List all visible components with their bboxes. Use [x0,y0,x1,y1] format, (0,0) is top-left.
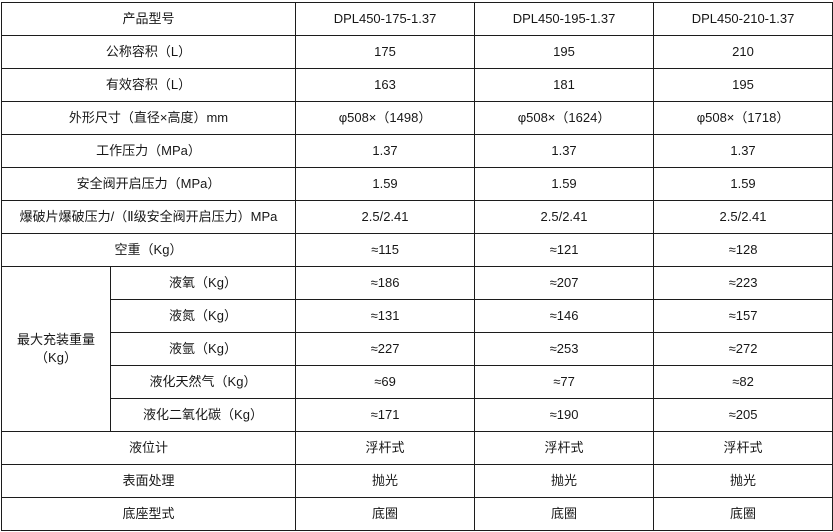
spec-value: 浮杆式 [474,431,655,465]
spec-value: ≈131 [295,299,476,333]
table-row-effective-volume: 有效容积（L） 163 181 195 [0,68,833,102]
spec-value: ≈77 [474,365,655,399]
spec-value: ≈190 [474,398,655,432]
row-label: 液化二氧化碳（Kg） [109,398,297,432]
spec-value: ≈146 [474,299,655,333]
row-label: 外形尺寸（直径×高度）mm [0,101,297,135]
spec-value: φ508×（1498） [295,101,476,135]
spec-value: ≈82 [653,365,833,399]
table-row-burst-disc-pressure: 爆破片爆破压力/（Ⅱ级安全阀开启压力）MPa 2.5/2.41 2.5/2.41… [0,200,833,234]
spec-value: 195 [653,68,833,102]
table-row-max-fill-lng: 液化天然气（Kg） ≈69 ≈77 ≈82 [2,365,833,399]
spec-value: 2.5/2.41 [295,200,476,234]
spec-value: ≈253 [474,332,655,366]
spec-value: 底圈 [653,497,833,531]
spec-value: ≈223 [653,266,833,300]
row-label: 爆破片爆破压力/（Ⅱ级安全阀开启压力）MPa [0,200,297,234]
spec-value: ≈157 [653,299,833,333]
spec-value: 181 [474,68,655,102]
row-label: 空重（Kg） [0,233,297,267]
spec-value: 1.59 [474,167,655,201]
table-row-dimensions: 外形尺寸（直径×高度）mm φ508×（1498） φ508×（1624） φ5… [0,101,833,135]
spec-value: ≈207 [474,266,655,300]
spec-value: ≈115 [295,233,476,267]
row-label: 表面处理 [0,464,297,498]
row-label: 有效容积（L） [0,68,297,102]
spec-value: ≈128 [653,233,833,267]
row-label: 液氮（Kg） [109,299,297,333]
table-row-surface-treatment: 表面处理 抛光 抛光 抛光 [0,464,833,498]
spec-value: ≈171 [295,398,476,432]
spec-value: 1.37 [653,134,833,168]
spec-value: 浮杆式 [295,431,476,465]
spec-value: φ508×（1718） [653,101,833,135]
spec-value: ≈186 [295,266,476,300]
model-name-cell: DPL450-175-1.37 [295,2,476,36]
table-row-product-model: 产品型号 DPL450-175-1.37 DPL450-195-1.37 DPL… [0,2,833,36]
spec-value: ≈205 [653,398,833,432]
spec-value: 1.37 [474,134,655,168]
group-label-max-filling-weight: 最大充装重量（Kg） [1,266,111,432]
table-row-base-type: 底座型式 底圈 底圈 底圈 [0,497,833,531]
spec-value: 浮杆式 [653,431,833,465]
spec-value: 抛光 [653,464,833,498]
spec-value: 163 [295,68,476,102]
table-row-max-fill-oxygen: 最大充装重量（Kg） 液氧（Kg） ≈186 ≈207 ≈223 [1,266,833,432]
table-row-working-pressure: 工作压力（MPa） 1.37 1.37 1.37 [0,134,833,168]
row-label: 液氩（Kg） [109,332,297,366]
spec-value: ≈227 [295,332,476,366]
table-row-empty-weight: 空重（Kg） ≈115 ≈121 ≈128 [0,233,833,267]
spec-value: 2.5/2.41 [653,200,833,234]
row-label: 液氧（Kg） [109,266,297,300]
spec-value: 1.37 [295,134,476,168]
row-label: 液位计 [0,431,297,465]
spec-value: 底圈 [295,497,476,531]
table-row-level-gauge: 液位计 浮杆式 浮杆式 浮杆式 [0,431,833,465]
table-row-max-fill-nitrogen: 液氮（Kg） ≈131 ≈146 ≈157 [2,299,833,333]
spec-value: 抛光 [295,464,476,498]
spec-value: 抛光 [474,464,655,498]
model-name-cell: DPL450-195-1.37 [474,2,655,36]
spec-value: 底圈 [474,497,655,531]
spec-value: ≈272 [653,332,833,366]
row-label: 底座型式 [0,497,297,531]
row-label: 安全阀开启压力（MPa） [0,167,297,201]
model-name-cell: DPL450-210-1.37 [653,2,833,36]
spec-value: 1.59 [653,167,833,201]
row-label: 工作压力（MPa） [0,134,297,168]
row-label: 液化天然气（Kg） [109,365,297,399]
spec-value: ≈69 [295,365,476,399]
spec-value: 1.59 [295,167,476,201]
row-label-product-model: 产品型号 [0,2,297,36]
spec-value: ≈121 [474,233,655,267]
row-label: 公称容积（L） [0,35,297,69]
table-row-nominal-volume: 公称容积（L） 175 195 210 [0,35,833,69]
spec-value: 195 [474,35,655,69]
spec-value: 210 [653,35,833,69]
spec-value: 175 [295,35,476,69]
table-row-safety-valve-pressure: 安全阀开启压力（MPa） 1.59 1.59 1.59 [0,167,833,201]
table-row-max-fill-co2: 液化二氧化碳（Kg） ≈171 ≈190 ≈205 [2,398,833,432]
spec-value: 2.5/2.41 [474,200,655,234]
spec-value: φ508×（1624） [474,101,655,135]
table-row-max-fill-argon: 液氩（Kg） ≈227 ≈253 ≈272 [2,332,833,366]
